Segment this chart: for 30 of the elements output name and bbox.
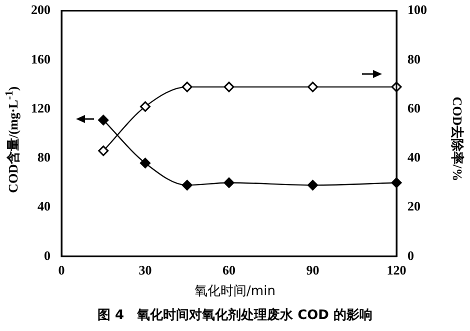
y2-tick-label: 40 xyxy=(408,150,420,165)
x-tick-label: 60 xyxy=(222,262,236,278)
point xyxy=(140,158,150,168)
y2-tick-label: 100 xyxy=(408,2,427,18)
x-tick-label: 0 xyxy=(58,262,65,278)
y2-tick-label: 80 xyxy=(408,51,420,66)
point xyxy=(224,177,234,188)
y2-tick-label: 60 xyxy=(408,100,420,116)
x-axis-title: 氧化时间/min xyxy=(194,283,276,300)
point xyxy=(224,82,234,92)
y-tick-label: 160 xyxy=(31,51,50,66)
y2-axis-title: COD去除率/% xyxy=(449,96,466,184)
y-tick-label: 40 xyxy=(38,198,50,214)
point xyxy=(98,114,109,126)
y-tick-label: 200 xyxy=(31,2,50,18)
y2-tick-label: 20 xyxy=(408,198,420,214)
point xyxy=(182,82,192,92)
x-tick-label: 90 xyxy=(306,262,320,278)
point xyxy=(308,180,318,190)
y-tick-label: 120 xyxy=(31,100,50,116)
point xyxy=(308,82,318,92)
point xyxy=(98,146,109,156)
y2-tick-label: 0 xyxy=(408,248,414,263)
point xyxy=(182,180,192,190)
y-tick-label: 0 xyxy=(44,248,50,263)
x-tick-label: 30 xyxy=(138,262,152,278)
text: 图 4 氧化时间对氧化剂处理废水 COD 的影响 xyxy=(96,306,374,324)
x-tick-label: 120 xyxy=(386,262,406,278)
point xyxy=(140,101,150,112)
y-tick-label: 80 xyxy=(38,150,50,165)
